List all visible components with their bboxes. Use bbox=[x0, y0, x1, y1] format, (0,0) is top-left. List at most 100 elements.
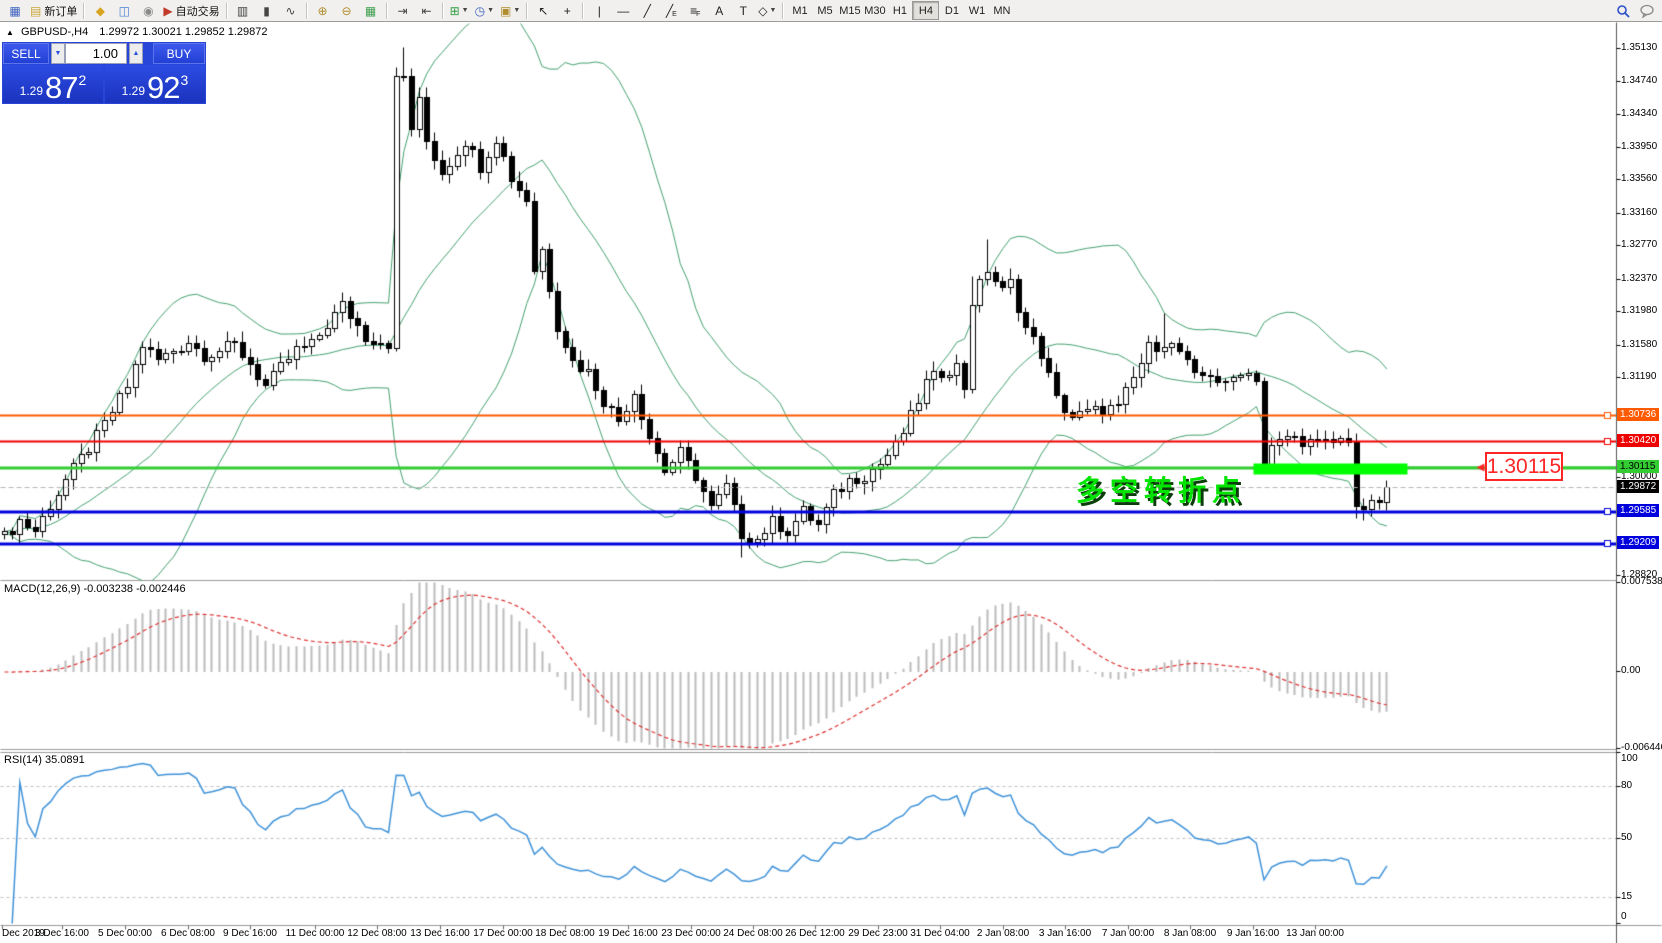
time-axis-label: 26 Dec 12:00 bbox=[785, 928, 845, 939]
signal-icon[interactable]: ◉ bbox=[136, 1, 160, 21]
sell-price-sup: 2 bbox=[78, 72, 87, 88]
macd-axis-tick: 0.007538 bbox=[1621, 576, 1662, 587]
time-axis-label: 23 Dec 00:00 bbox=[661, 928, 721, 939]
timeframe-button-w1[interactable]: W1 bbox=[968, 4, 986, 17]
rsi-axis-tick: 100 bbox=[1621, 753, 1638, 764]
timeframe-button-m30[interactable]: M30 bbox=[864, 4, 886, 17]
macd-axis-tick: 0.00 bbox=[1621, 665, 1641, 677]
rsi-axis-tick: 80 bbox=[1621, 780, 1633, 792]
chart-window-icon-glyph: ▦ bbox=[9, 3, 21, 18]
price-axis-tick: 1.34740 bbox=[1621, 74, 1658, 86]
one-click-trade-panel: SELL ▼ 1.00 ▲ BUY 1.29 87 2 1.29 92 3 bbox=[2, 42, 206, 104]
navigator-icon[interactable]: ◫ bbox=[112, 1, 136, 21]
time-axis-label: 6 Dec 08:00 bbox=[161, 928, 215, 939]
time-axis-label: 29 Dec 23:00 bbox=[848, 928, 908, 939]
chat-icon[interactable] bbox=[1635, 1, 1659, 21]
zoom-in-icon[interactable]: ⊕ bbox=[311, 1, 335, 21]
cursor-icon[interactable]: ↖ bbox=[531, 1, 555, 21]
toolbar-separator bbox=[83, 2, 86, 19]
macd-indicator-label: MACD(12,26,9) -0.003238 -0.002446 bbox=[4, 583, 186, 595]
buy-button[interactable]: BUY bbox=[153, 43, 205, 64]
price-callout-box[interactable]: 1.30115 bbox=[1485, 452, 1563, 481]
time-axis-label: 11 Dec 00:00 bbox=[285, 928, 345, 939]
line-chart-icon-glyph: ∿ bbox=[285, 3, 296, 18]
trendline-icon[interactable]: ╱ bbox=[635, 1, 659, 21]
channel-icon[interactable]: ╱ E bbox=[665, 3, 677, 18]
volume-increase-button[interactable]: ▲ bbox=[129, 43, 143, 64]
timeframe-button-h4[interactable]: H4 bbox=[912, 1, 940, 20]
price-axis-tick: 1.35130 bbox=[1621, 41, 1658, 53]
rsi-axis-tick: 50 bbox=[1621, 831, 1633, 843]
timeframe-button-m15[interactable]: M15 bbox=[839, 4, 861, 17]
text-icon-glyph: A bbox=[715, 3, 724, 18]
new-order-button-glyph: ▤ bbox=[30, 3, 42, 18]
fibonacci-icon-glyph: ≡ bbox=[690, 3, 698, 18]
timeframe-button-d1[interactable]: D1 bbox=[944, 4, 959, 17]
volume-input[interactable]: 1.00 bbox=[65, 43, 127, 64]
autotrade-button[interactable]: ▶ 自动交易 bbox=[160, 1, 222, 21]
price-axis-tick: 1.30000 bbox=[1621, 470, 1658, 482]
price-axis-tick: 1.31190 bbox=[1621, 371, 1657, 383]
time-axis-label: 7 Jan 00:00 bbox=[1101, 928, 1155, 939]
toolbar-separator bbox=[305, 2, 308, 19]
templates-icon[interactable]: ▣ ▼ bbox=[500, 3, 521, 18]
zoom-out-icon[interactable]: ⊖ bbox=[335, 1, 359, 21]
market-watch-icon-glyph: ◆ bbox=[95, 3, 105, 18]
timeframe-button-m1[interactable]: M1 bbox=[792, 4, 808, 17]
vertical-line-icon[interactable]: | bbox=[587, 1, 611, 21]
new-order-button-label: 新订单 bbox=[44, 5, 78, 18]
bar-chart-icon-glyph: ▥ bbox=[236, 3, 249, 18]
text-icon[interactable]: A bbox=[707, 1, 731, 21]
symbol-title: GBPUSD-,H4 bbox=[20, 26, 89, 38]
horizontal-line-icon[interactable]: — bbox=[611, 1, 635, 21]
timeframe-button-h1[interactable]: H1 bbox=[892, 4, 907, 17]
channel-icon-glyph: ╱ bbox=[665, 3, 674, 18]
time-axis-label: 17 Dec 00:00 bbox=[473, 928, 533, 939]
toolbar-separator bbox=[225, 2, 228, 19]
vertical-line-icon-glyph: | bbox=[597, 3, 601, 18]
price-line-label: 1.30420 bbox=[1617, 434, 1659, 448]
new-order-button[interactable]: ▤ 新订单 bbox=[27, 1, 80, 21]
search-icon[interactable] bbox=[1611, 1, 1635, 21]
candlestick-chart-icon[interactable]: ▮ bbox=[255, 1, 279, 21]
arrows-icon-glyph: ◇ bbox=[758, 3, 768, 18]
periods-icon[interactable]: ◷ ▼ bbox=[474, 3, 494, 18]
time-axis-label: 31 Dec 04:00 bbox=[910, 928, 970, 939]
price-axis-tick: 1.32370 bbox=[1621, 272, 1658, 284]
line-chart-icon[interactable]: ∿ bbox=[279, 1, 303, 21]
toolbar-separator bbox=[526, 2, 529, 19]
arrows-icon[interactable]: ◇ ▼ bbox=[758, 3, 777, 18]
time-axis-label: 13 Dec 16:00 bbox=[410, 928, 470, 939]
price-axis-tick: 1.32770 bbox=[1621, 239, 1658, 251]
time-axis-label: 19 Dec 16:00 bbox=[598, 928, 658, 939]
volume-decrease-button[interactable]: ▼ bbox=[51, 43, 65, 64]
autotrade-button-label: 自动交易 bbox=[175, 5, 220, 18]
zoom-out-icon-glyph: ⊖ bbox=[341, 3, 352, 18]
sell-price[interactable]: 1.29 87 2 bbox=[3, 65, 103, 103]
buy-price[interactable]: 1.29 92 3 bbox=[105, 65, 205, 103]
buy-price-big: 92 bbox=[147, 69, 180, 105]
timeframe-button-mn[interactable]: MN bbox=[993, 4, 1011, 17]
market-watch-icon[interactable]: ◆ bbox=[88, 1, 112, 21]
fibonacci-icon[interactable]: ≡ F bbox=[690, 3, 701, 18]
crosshair-icon[interactable]: + bbox=[555, 1, 579, 21]
bar-chart-icon[interactable]: ▥ bbox=[231, 1, 255, 21]
buy-price-sup: 3 bbox=[180, 72, 189, 88]
price-line-label: 1.29209 bbox=[1617, 535, 1659, 549]
text-label-icon[interactable]: T bbox=[731, 1, 755, 21]
timeframe-button-m5[interactable]: M5 bbox=[817, 4, 833, 17]
sell-button[interactable]: SELL bbox=[3, 43, 49, 64]
time-axis-label: 12 Dec 08:00 bbox=[347, 928, 407, 939]
chart-shift-icon[interactable]: ⇤ bbox=[415, 1, 439, 21]
price-line-label: 1.30736 bbox=[1617, 408, 1659, 422]
time-axis-label: 24 Dec 08:00 bbox=[723, 928, 783, 939]
trendline-icon-glyph: ╱ bbox=[643, 3, 651, 18]
collapse-panel-icon[interactable]: ▲ bbox=[6, 28, 14, 37]
time-axis-label: 9 Dec 16:00 bbox=[223, 928, 277, 939]
time-axis-label: 3 Dec 16:00 bbox=[35, 928, 89, 939]
indicators-icon[interactable]: ⊞ ▼ bbox=[449, 3, 469, 18]
tile-windows-icon[interactable]: ▦ bbox=[359, 1, 383, 21]
symbol-ohlc: 1.29972 1.30021 1.29852 1.29872 bbox=[99, 26, 268, 38]
auto-scroll-icon[interactable]: ⇥ bbox=[391, 1, 415, 21]
